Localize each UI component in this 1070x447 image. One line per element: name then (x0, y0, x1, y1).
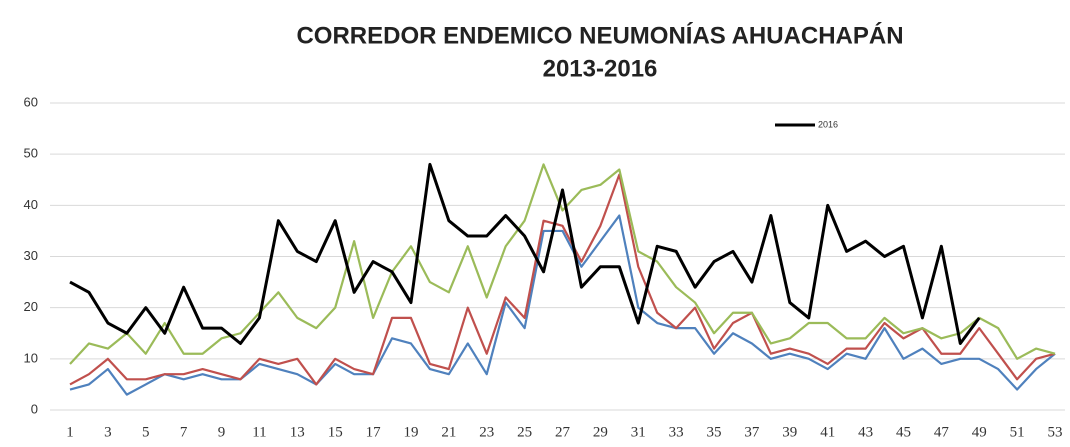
series-line (69, 162, 981, 345)
y-tick-label: 20 (24, 299, 38, 314)
y-tick-label: 60 (24, 94, 38, 109)
x-tick-label: 11 (252, 424, 266, 440)
x-tick-label: 43 (858, 424, 873, 440)
x-tick-label: 29 (593, 424, 608, 440)
y-tick-label: 50 (24, 146, 38, 161)
x-tick-label: 51 (1010, 424, 1025, 440)
series-line (69, 173, 1056, 386)
legend-label: 2016 (818, 119, 838, 129)
x-tick-label: 41 (820, 424, 835, 440)
x-tick-label: 17 (366, 424, 382, 440)
x-tick-label: 53 (1048, 424, 1063, 440)
x-tick-label: 19 (403, 424, 418, 440)
x-tick-label: 5 (142, 424, 150, 440)
series-line (69, 163, 1056, 365)
x-tick-label: 35 (707, 424, 722, 440)
x-tick-label: 25 (517, 424, 532, 440)
y-tick-label: 10 (24, 350, 38, 365)
x-tick-label: 39 (782, 424, 797, 440)
x-tick-label: 21 (441, 424, 456, 440)
x-tick-label: 15 (328, 424, 343, 440)
x-tick-label: 27 (555, 424, 571, 440)
chart-title: CORREDOR ENDEMICO NEUMONÍAS AHUACHAPÁN (296, 21, 903, 49)
y-tick-label: 0 (31, 401, 38, 416)
x-tick-label: 49 (972, 424, 987, 440)
x-tick-label: 23 (479, 424, 494, 440)
x-tick-label: 13 (290, 424, 305, 440)
x-tick-label: 9 (218, 424, 226, 440)
y-tick-label: 40 (24, 197, 38, 212)
y-tick-label: 30 (24, 248, 38, 263)
x-tick-label: 33 (669, 424, 684, 440)
x-tick-label: 37 (744, 424, 760, 440)
x-tick-label: 45 (896, 424, 911, 440)
x-tick-label: 1 (66, 424, 74, 440)
x-tick-label: 31 (631, 424, 646, 440)
chart-subtitle: 2013-2016 (543, 55, 658, 82)
series-line (69, 214, 1056, 396)
x-tick-label: 3 (104, 424, 112, 440)
x-tick-label: 7 (180, 424, 188, 440)
x-tick-label: 47 (934, 424, 950, 440)
